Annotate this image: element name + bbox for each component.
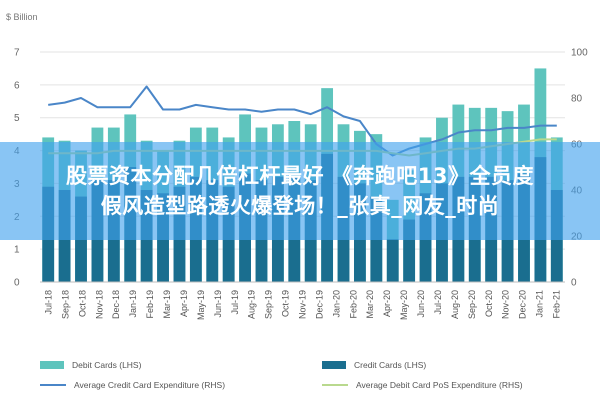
legend-item-debit-cards: Debit Cards (LHS) <box>40 360 141 370</box>
x-tick-label: Oct-18 <box>77 290 87 317</box>
y-left-tick-label: 1 <box>14 245 20 256</box>
y-left-tick-label: 0 <box>14 278 20 289</box>
x-tick-label: Feb-21 <box>552 290 562 319</box>
y-right-tick-label: 100 <box>571 48 588 59</box>
legend-swatch <box>40 361 64 369</box>
x-tick-label: Apr-19 <box>179 290 189 317</box>
x-tick-label: Nov-18 <box>94 290 104 319</box>
headline-overlay[interactable]: 股票资本分配几倍杠杆最好 《奔跑吧13》全员度 假风造型路透火爆登场！_张真_网… <box>0 142 600 240</box>
y-left-unit-label: $ Billion <box>6 12 38 22</box>
legend-item-avg-debit-pos-expenditure: Average Debit Card PoS Expenditure (RHS) <box>322 380 523 390</box>
legend-label: Debit Cards (LHS) <box>72 360 142 370</box>
y-right-tick-label: 80 <box>571 94 583 105</box>
legend-label: Average Credit Card Expenditure (RHS) <box>74 380 226 390</box>
x-tick-label: Oct-20 <box>484 290 494 317</box>
legend-swatch <box>322 384 348 386</box>
x-tick-label: Dec-20 <box>518 290 528 319</box>
x-tick-label: Feb-19 <box>145 290 155 319</box>
x-tick-label: Aug-20 <box>450 290 460 319</box>
y-right-tick-label: 0 <box>571 278 577 289</box>
x-tick-label: Sep-19 <box>264 290 274 319</box>
y-left-tick-label: 7 <box>14 48 20 59</box>
x-tick-label: Mar-20 <box>365 290 375 319</box>
bar-credit-cards <box>403 219 416 282</box>
bar-credit-cards <box>386 239 399 282</box>
x-tick-label: Jul-20 <box>433 290 443 315</box>
x-tick-label: Feb-20 <box>348 290 358 319</box>
legend-label: Credit Cards (LHS) <box>354 360 427 370</box>
legend-item-credit-cards: Credit Cards (LHS) <box>322 360 426 370</box>
legend-swatch <box>40 384 66 386</box>
x-tick-label: Dec-19 <box>314 290 324 319</box>
legend-item-avg-credit-expenditure: Average Credit Card Expenditure (RHS) <box>40 380 225 390</box>
x-tick-label: Jul-19 <box>230 290 240 315</box>
x-tick-label: Jan-21 <box>535 290 545 318</box>
x-tick-label: Oct-19 <box>281 290 291 317</box>
x-tick-label: May-19 <box>196 290 206 320</box>
x-tick-label: Nov-19 <box>298 290 308 319</box>
x-tick-label: Aug-19 <box>247 290 257 319</box>
x-tick-label: Dec-18 <box>111 290 121 319</box>
legend-label: Average Debit Card PoS Expenditure (RHS) <box>356 380 523 390</box>
x-tick-label: Sep-20 <box>467 290 477 319</box>
legend-swatch <box>322 361 346 369</box>
x-tick-label: Nov-20 <box>501 290 511 319</box>
headline-line-2: 假风造型路透火爆登场！_张真_网友_时尚 <box>100 194 500 218</box>
x-tick-label: Jan-20 <box>331 290 341 318</box>
y-left-tick-label: 6 <box>14 80 20 91</box>
headline-line-1: 股票资本分配几倍杠杆最好 《奔跑吧13》全员度 <box>65 164 535 188</box>
x-tick-label: Jan-19 <box>128 290 138 318</box>
x-tick-label: Sep-18 <box>60 290 70 319</box>
x-tick-label: Jul-18 <box>43 290 53 315</box>
chart-legend: Debit Cards (LHS) Credit Cards (LHS) Ave… <box>0 354 600 400</box>
line-avg-credit-card-expenditure <box>48 85 557 157</box>
x-tick-label: Mar-19 <box>162 290 172 319</box>
x-tick-label: May-20 <box>399 290 409 320</box>
x-tick-label: Jun-20 <box>416 290 426 318</box>
y-left-tick-label: 5 <box>14 113 20 124</box>
x-tick-label: Jun-19 <box>213 290 223 318</box>
x-tick-label: Apr-20 <box>382 290 392 317</box>
